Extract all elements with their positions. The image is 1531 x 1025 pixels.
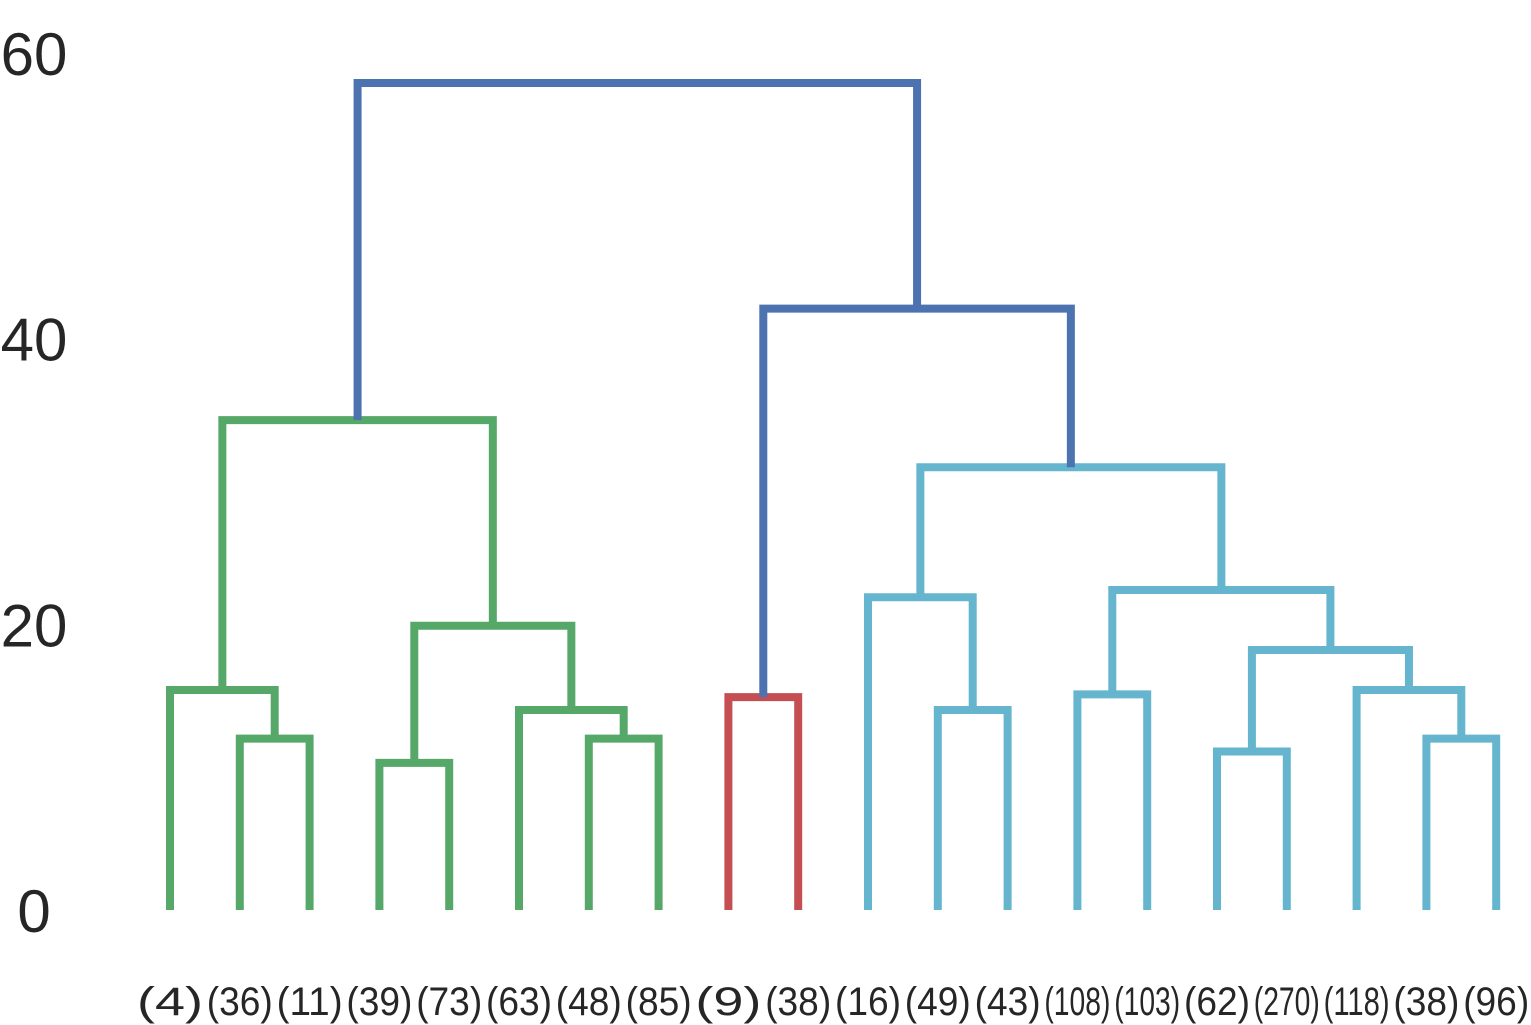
- dendrogram-links: [166, 78, 1501, 910]
- leaf-label-19: (96): [1463, 980, 1529, 1024]
- link-m8: [724, 693, 803, 910]
- leaf-label-15: (62): [1184, 980, 1250, 1024]
- leaf-label-12: (43): [975, 980, 1041, 1024]
- link-m11: [1073, 690, 1152, 910]
- link-m10: [864, 593, 977, 910]
- leaf-label-10: (16): [835, 980, 901, 1024]
- link-m6: [410, 621, 576, 763]
- leaf-label-9: (38): [765, 980, 831, 1024]
- leaf-label-5: (63): [486, 980, 552, 1024]
- leaf-label-8: (9): [695, 980, 761, 1024]
- link-m7: [218, 416, 497, 691]
- leaf-label-7: (85): [626, 980, 692, 1024]
- leaf-label-4: (73): [416, 980, 482, 1024]
- link-m12: [1213, 747, 1291, 910]
- link-m1: [235, 734, 314, 910]
- leaf-label-13: (108): [1044, 980, 1110, 1024]
- leaf-label-17: (118): [1324, 980, 1390, 1024]
- link-m15: [1247, 646, 1413, 752]
- y-axis-tick-labels: 0 20 40 60: [1, 21, 68, 945]
- link-m17: [916, 463, 1226, 598]
- leaf-label-0: (4): [137, 980, 203, 1024]
- link-m16: [1108, 586, 1335, 695]
- leaf-label-2: (11): [277, 980, 343, 1024]
- link-m3: [375, 758, 454, 910]
- link-m19: [353, 78, 922, 421]
- link-m13: [1422, 734, 1501, 910]
- y-tick-label-0: 0: [17, 878, 50, 945]
- y-tick-label-40: 40: [1, 307, 68, 374]
- y-tick-label-20: 20: [1, 592, 68, 659]
- link-m2: [166, 686, 279, 910]
- leaf-label-6: (48): [556, 980, 622, 1024]
- y-tick-label-60: 60: [1, 21, 68, 88]
- link-m4: [584, 734, 663, 910]
- leaf-label-11: (49): [905, 980, 971, 1024]
- leaf-label-18: (38): [1393, 980, 1459, 1024]
- leaf-label-14: (103): [1114, 980, 1180, 1024]
- leaf-label-3: (39): [346, 980, 412, 1024]
- link-m9: [933, 706, 1012, 910]
- leaf-label-16: (270): [1254, 980, 1320, 1024]
- link-m18: [759, 304, 1075, 698]
- leaf-labels: (4) (36) (11) (39) (73) (63) (48) (85) (9) (38) (1…: [137, 980, 1529, 1024]
- link-m14: [1352, 686, 1466, 910]
- leaf-label-1: (36): [207, 980, 273, 1024]
